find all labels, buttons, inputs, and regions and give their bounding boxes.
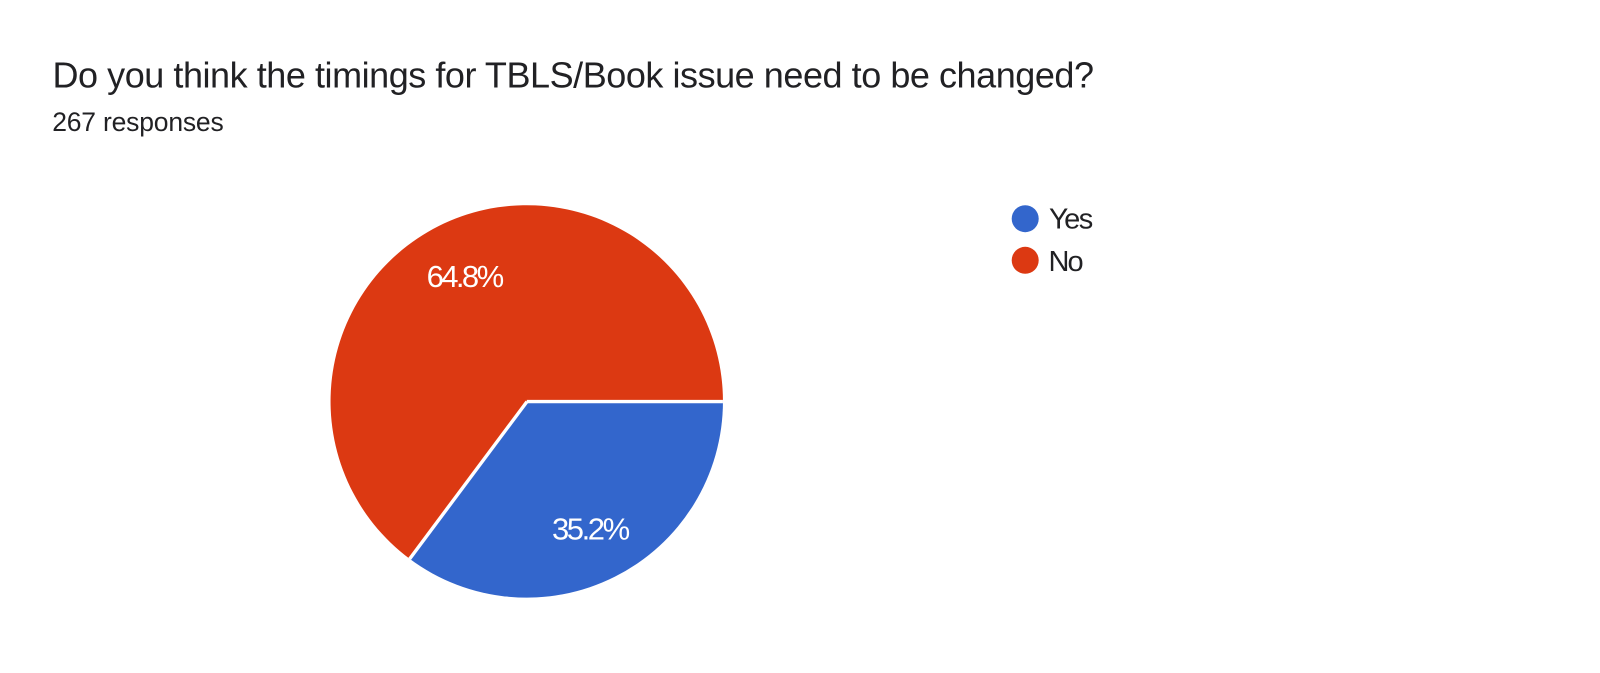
svg-text:No: No [1049,246,1084,278]
svg-text:Do you think the timings for T: Do you think the timings for TBLS/Book i… [53,55,1095,96]
svg-text:Yes: Yes [1049,204,1093,236]
svg-text:64.8%: 64.8% [427,259,505,294]
svg-text:267 responses: 267 responses [52,107,224,137]
svg-text:35.2%: 35.2% [552,511,630,546]
